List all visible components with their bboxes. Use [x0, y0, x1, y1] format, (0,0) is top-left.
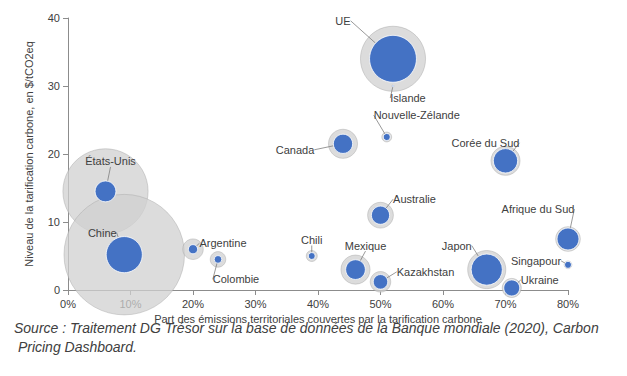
svg-text:Chine: Chine — [88, 227, 117, 239]
svg-text:Part des émissions territorial: Part des émissions territoriales couvert… — [154, 313, 482, 325]
svg-text:0%: 0% — [60, 298, 76, 310]
svg-text:Nouvelle-Zélande: Nouvelle-Zélande — [374, 109, 460, 121]
svg-text:Japon: Japon — [442, 240, 472, 252]
svg-text:80%: 80% — [557, 298, 579, 310]
svg-text:Colombie: Colombie — [213, 273, 259, 285]
svg-text:40: 40 — [48, 12, 60, 24]
svg-text:20%: 20% — [182, 298, 204, 310]
svg-text:60%: 60% — [432, 298, 454, 310]
svg-text:70%: 70% — [494, 298, 516, 310]
svg-text:30%: 30% — [244, 298, 266, 310]
svg-text:10: 10 — [48, 216, 60, 228]
svg-text:40%: 40% — [307, 298, 329, 310]
svg-text:UE: UE — [335, 15, 350, 27]
svg-text:Mexique: Mexique — [345, 240, 387, 252]
svg-text:Australie: Australie — [393, 193, 436, 205]
svg-text:Source : Traitement DG Trésor: Source : Traitement DG Trésor sur la bas… — [14, 319, 599, 336]
svg-text:0: 0 — [54, 284, 60, 296]
svg-text:Kazakhstan: Kazakhstan — [397, 266, 454, 278]
svg-text:Pricing Dashboard.: Pricing Dashboard. — [14, 339, 137, 355]
svg-text:États-Unis: États-Unis — [85, 155, 136, 167]
svg-text:30: 30 — [48, 80, 60, 92]
svg-text:Chili: Chili — [301, 234, 322, 246]
svg-text:Argentine: Argentine — [199, 237, 246, 249]
svg-text:Singapour: Singapour — [511, 255, 561, 267]
svg-text:20: 20 — [48, 148, 60, 160]
svg-text:50%: 50% — [369, 298, 391, 310]
svg-text:Ukraine: Ukraine — [521, 274, 559, 286]
svg-text:Canada: Canada — [276, 144, 315, 156]
svg-text:Islande: Islande — [390, 92, 425, 104]
svg-text:Afrique du Sud: Afrique du Sud — [502, 203, 575, 215]
svg-text:Corée du Sud: Corée du Sud — [452, 137, 520, 149]
svg-text:Niveau de la tarification carb: Niveau de la tarification carbone, en $/… — [23, 41, 35, 267]
